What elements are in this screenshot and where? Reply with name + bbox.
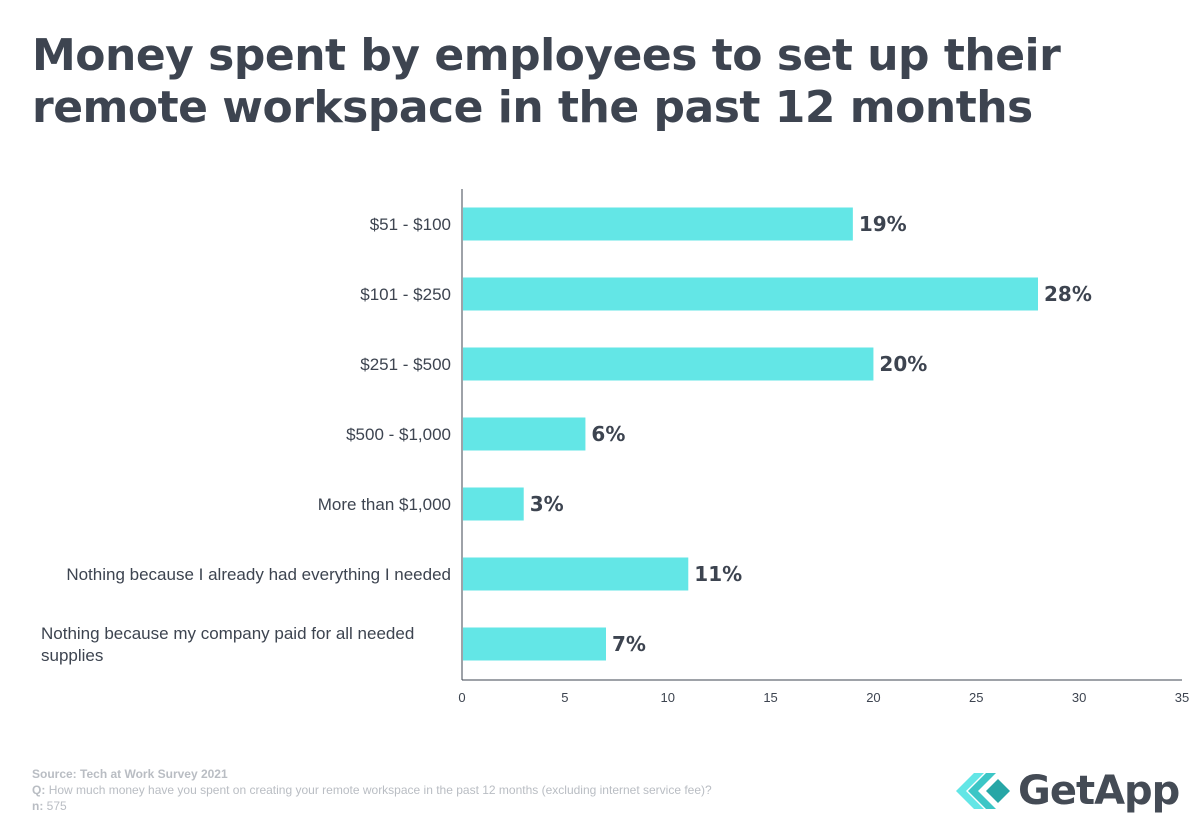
value-label: 20% bbox=[879, 352, 927, 376]
category-label: $251 - $500 bbox=[360, 355, 451, 374]
value-label: 6% bbox=[591, 422, 625, 446]
question-line: Q: How much money have you spent on crea… bbox=[32, 782, 712, 798]
chart-footer: Source: Tech at Work Survey 2021 Q: How … bbox=[32, 766, 712, 814]
category-label: $101 - $250 bbox=[360, 285, 451, 304]
category-label-line: Nothing because my company paid for all … bbox=[41, 624, 414, 643]
x-tick-label: 10 bbox=[660, 690, 674, 705]
value-label: 3% bbox=[530, 492, 564, 516]
category-label: More than $1,000 bbox=[318, 495, 451, 514]
getapp-chevron-icon bbox=[956, 773, 1010, 809]
bar bbox=[463, 207, 853, 241]
category-label: Nothing because my company paid for all … bbox=[41, 624, 414, 665]
chevron-left-light bbox=[956, 773, 984, 809]
x-tick-label: 20 bbox=[866, 690, 880, 705]
value-label: 11% bbox=[694, 562, 742, 586]
value-label: 7% bbox=[612, 632, 646, 656]
value-label: 28% bbox=[1044, 282, 1092, 306]
x-tick-label: 15 bbox=[763, 690, 777, 705]
sample-size-value: 575 bbox=[46, 799, 67, 813]
x-tick-label: 0 bbox=[458, 690, 465, 705]
bar bbox=[463, 487, 524, 521]
category-label: Nothing because I already had everything… bbox=[66, 565, 451, 584]
x-tick-label: 35 bbox=[1175, 690, 1189, 705]
value-label: 19% bbox=[859, 212, 907, 236]
bar bbox=[463, 277, 1038, 311]
x-tick-label: 25 bbox=[969, 690, 983, 705]
category-label-line: supplies bbox=[41, 646, 103, 665]
bar bbox=[463, 627, 606, 661]
bar bbox=[463, 557, 689, 591]
chevron-mid bbox=[968, 773, 996, 809]
x-tick-label: 30 bbox=[1072, 690, 1086, 705]
bar bbox=[463, 347, 874, 381]
getapp-logo: GetApp bbox=[956, 768, 1180, 814]
source-text: Tech at Work Survey 2021 bbox=[80, 767, 228, 781]
x-tick-label: 5 bbox=[561, 690, 568, 705]
getapp-logo-text: GetApp bbox=[1018, 768, 1180, 814]
sample-size-label: n: bbox=[32, 799, 44, 813]
bar bbox=[463, 417, 586, 451]
category-label: $500 - $1,000 bbox=[346, 425, 451, 444]
source-line: Source: Tech at Work Survey 2021 bbox=[32, 766, 712, 782]
category-label: $51 - $100 bbox=[370, 215, 451, 234]
sample-size-line: n: 575 bbox=[32, 798, 712, 814]
bar-chart: 0 5 10 15 20 25 30 35 $51 - $100 19% $101 - $250 28… bbox=[41, 189, 1189, 705]
question-text: How much money have you spent on creatin… bbox=[48, 783, 712, 797]
question-label: Q: bbox=[32, 783, 46, 797]
source-label: Source: bbox=[32, 767, 77, 781]
chevron-right-dark bbox=[986, 779, 1010, 803]
chart-title: Money spent by employees to set up their… bbox=[32, 30, 1061, 133]
